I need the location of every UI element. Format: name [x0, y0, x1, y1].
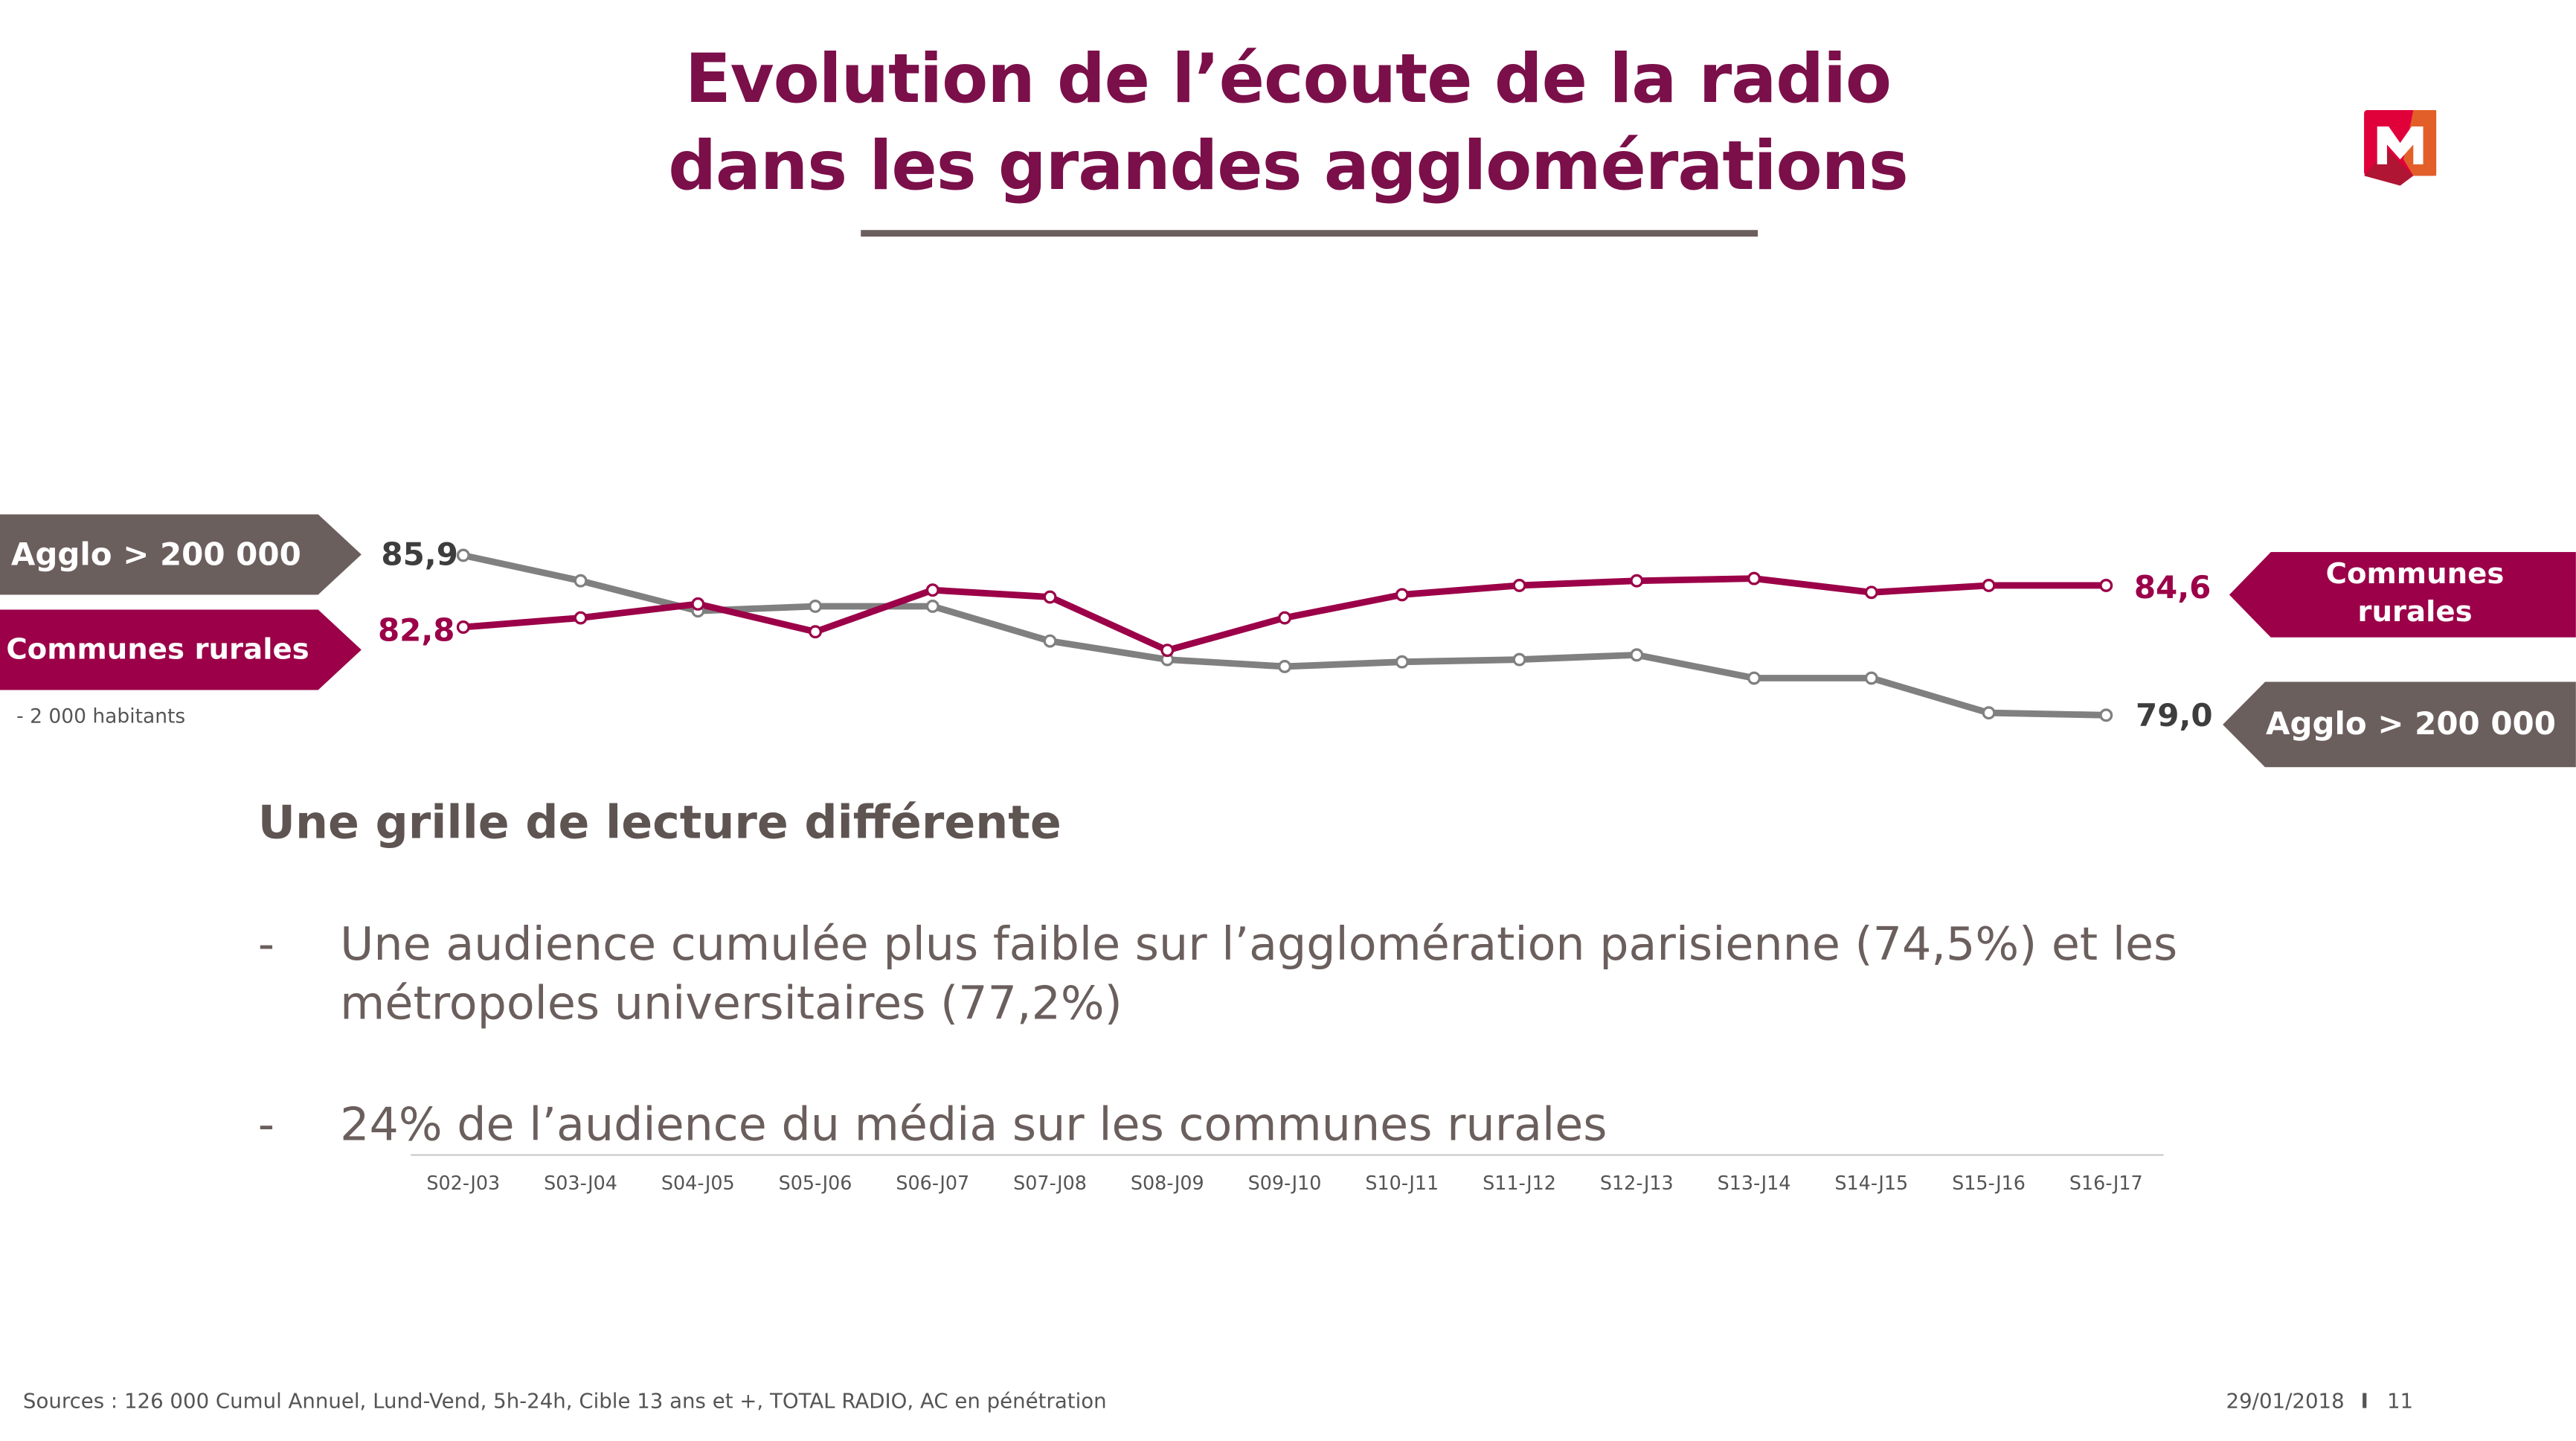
- data-point-agglo: [925, 600, 939, 613]
- rurales-note: - 2 000 habitants: [16, 705, 186, 728]
- series-line-agglo: [462, 552, 2107, 719]
- data-point-rurales: [1160, 644, 1175, 658]
- data-point-rurales: [456, 620, 470, 634]
- data-point-agglo: [1630, 648, 1644, 662]
- x-tick-label: S14-J15: [1834, 1172, 1908, 1194]
- bullet-dash: -: [257, 917, 275, 972]
- x-tick-label: S15-J16: [1952, 1172, 2026, 1194]
- data-point-agglo: [1864, 671, 1878, 685]
- page-number: 11: [2386, 1388, 2414, 1413]
- data-point-agglo: [1278, 659, 1291, 673]
- data-point-rurales: [1864, 585, 1878, 600]
- rurales-end-label: 84,6: [2133, 570, 2212, 606]
- bullet-dash: -: [257, 1097, 275, 1152]
- data-point-rurales: [1747, 571, 1761, 585]
- title-line-2: dans les grandes agglomérations: [668, 126, 1909, 206]
- data-point-rurales: [1395, 588, 1409, 602]
- x-tick-label: S05-J06: [779, 1172, 852, 1194]
- rurales-start-label: 82,8: [377, 612, 455, 649]
- data-point-rurales: [574, 611, 588, 625]
- agglo-end-label: 79,0: [2136, 698, 2213, 735]
- data-point-rurales: [925, 583, 939, 597]
- x-tick-label: S04-J05: [661, 1172, 735, 1194]
- title-underline: [861, 230, 1758, 237]
- legend-rurales-right: Communes rurales: [2229, 552, 2576, 638]
- data-point-rurales: [1982, 579, 1996, 592]
- data-point-agglo: [456, 548, 470, 562]
- data-point-agglo: [2099, 708, 2113, 722]
- x-tick-label: S02-J03: [426, 1172, 500, 1194]
- data-point-agglo: [1043, 634, 1057, 648]
- x-tick-label: S07-J08: [1013, 1172, 1087, 1194]
- legend-rurales-right-line2: rurales: [2357, 596, 2473, 629]
- section-heading: Une grille de lecture différente: [257, 795, 1061, 850]
- data-point-rurales: [1043, 590, 1057, 604]
- data-point-agglo: [1982, 706, 1996, 720]
- data-point-rurales: [691, 597, 705, 611]
- legend-rurales-right-line1: Communes: [2325, 558, 2505, 592]
- title-line-1: Evolution de l’écoute de la radio: [684, 39, 1892, 119]
- legend-rurales-left: Communes rurales: [0, 609, 362, 690]
- slide-date: 29/01/2018: [2226, 1388, 2345, 1413]
- data-point-rurales: [1630, 574, 1644, 588]
- x-tick-label: S03-J04: [544, 1172, 617, 1194]
- x-tick-label: S10-J11: [1365, 1172, 1439, 1194]
- sources-note: Sources : 126 000 Cumul Annuel, Lund-Ven…: [22, 1388, 1107, 1413]
- m-logo-icon: [2364, 109, 2437, 186]
- data-point-agglo: [1512, 652, 1526, 667]
- agglo-start-label: 85,9: [381, 537, 458, 574]
- data-point-rurales: [1278, 611, 1291, 625]
- x-tick-label: S11-J12: [1483, 1172, 1556, 1194]
- footer-separator: I: [2360, 1388, 2368, 1413]
- bullet-text: Une audience cumulée plus faible sur l’a…: [340, 917, 2178, 1030]
- x-tick-label: S06-J07: [896, 1172, 969, 1194]
- slide-title: Evolution de l’écoute de la radio dans l…: [493, 36, 2084, 211]
- data-point-agglo: [809, 600, 822, 613]
- legend-agglo-right: Agglo > 200 000: [2223, 681, 2576, 768]
- data-point-rurales: [809, 625, 822, 639]
- data-point-rurales: [2099, 579, 2113, 592]
- data-point-agglo: [574, 574, 588, 588]
- data-point-rurales: [1512, 579, 1526, 592]
- x-tick-label: S12-J13: [1600, 1172, 1674, 1194]
- bullet-text: 24% de l’audience du média sur les commu…: [340, 1097, 1607, 1152]
- data-point-agglo: [1747, 671, 1761, 685]
- data-point-agglo: [1395, 655, 1409, 669]
- x-tick-label: S16-J17: [2069, 1172, 2143, 1194]
- x-tick-label: S08-J09: [1131, 1172, 1204, 1194]
- x-tick-label: S09-J10: [1248, 1172, 1322, 1194]
- legend-agglo-left: Agglo > 200 000: [0, 514, 362, 595]
- x-tick-label: S13-J14: [1718, 1172, 1791, 1194]
